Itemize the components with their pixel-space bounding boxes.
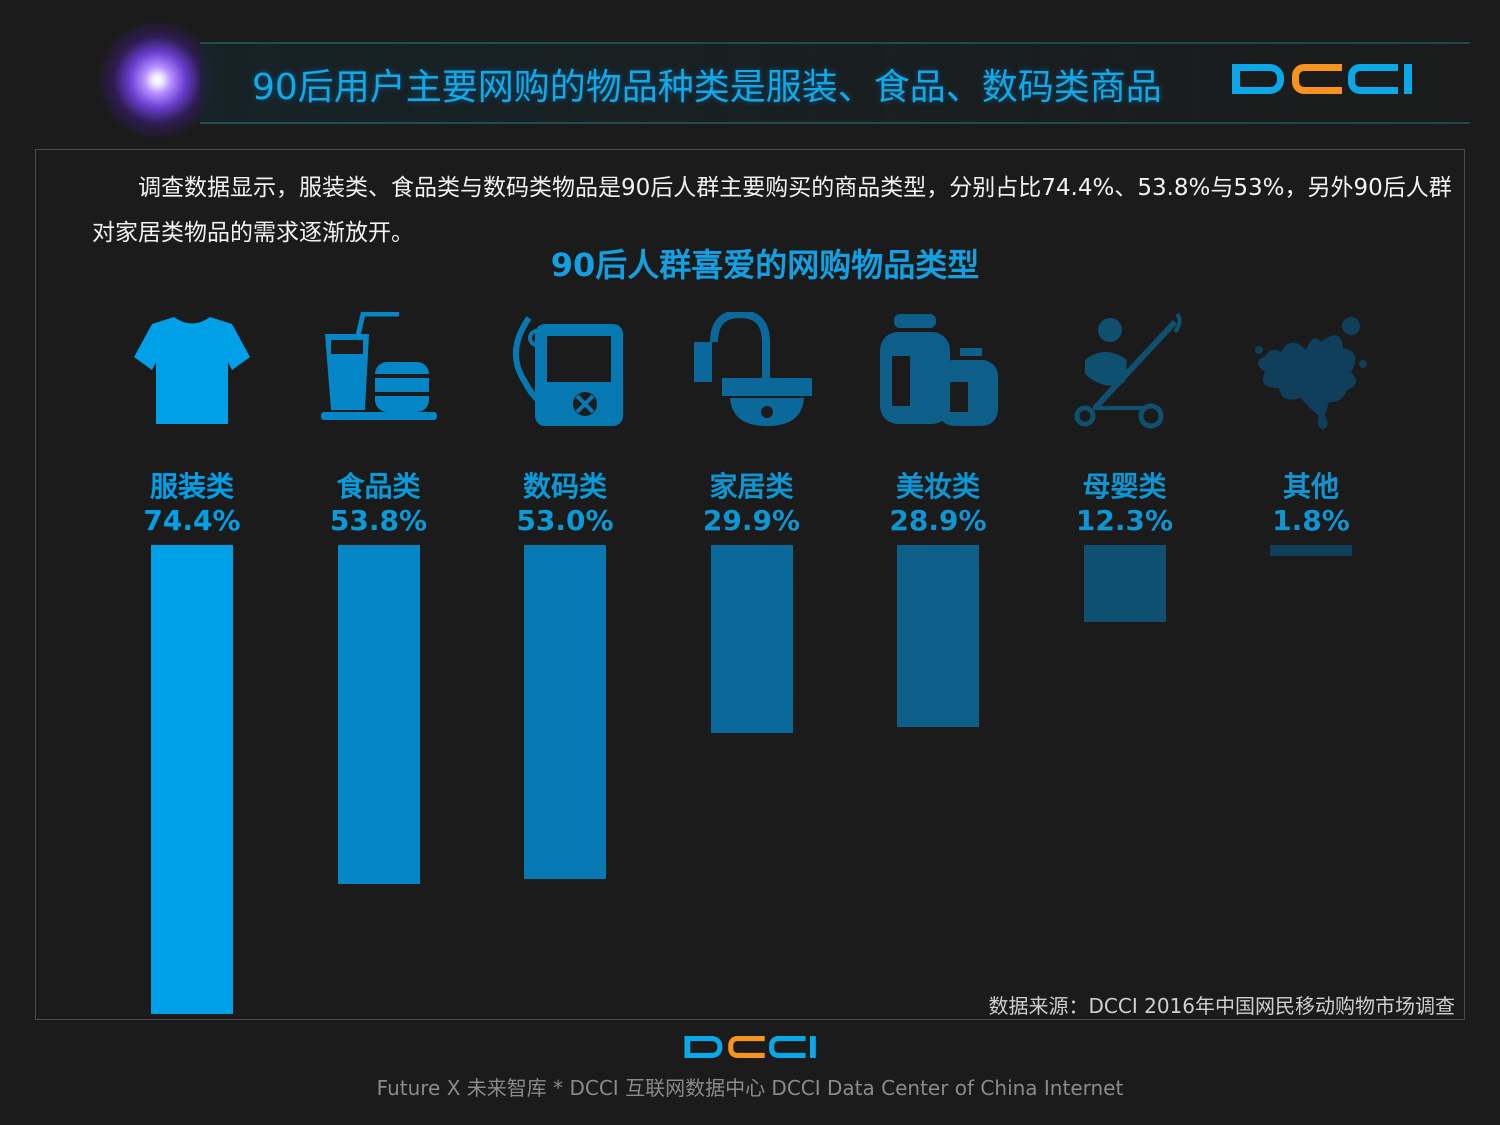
bar-1 bbox=[151, 545, 233, 1014]
camera-icon bbox=[692, 309, 812, 432]
splash-icon bbox=[1251, 312, 1371, 432]
category-label: 服装类 bbox=[149, 470, 234, 503]
value-label: 29.9% bbox=[702, 504, 801, 537]
value-label: 53.0% bbox=[516, 504, 614, 537]
category-label: 食品类 bbox=[336, 470, 421, 503]
header-logo bbox=[1230, 62, 1415, 96]
chart-title: 90后人群喜爱的网购物品类型 bbox=[550, 246, 980, 284]
bar-5 bbox=[897, 545, 979, 728]
category-label: 母婴类 bbox=[1082, 470, 1167, 503]
bar-7 bbox=[1270, 545, 1352, 557]
footer-logo bbox=[683, 1034, 818, 1064]
digital-device-icon bbox=[505, 312, 625, 432]
value-label: 74.4% bbox=[143, 504, 241, 537]
value-label: 1.8% bbox=[1272, 504, 1350, 537]
category-label: 其他 bbox=[1282, 470, 1339, 503]
category-label: 数码类 bbox=[522, 470, 607, 503]
value-label: 53.8% bbox=[329, 504, 428, 537]
description-text: 调查数据显示，服装类、食品类与数码类物品是90后人群主要购买的商品类型，分别占比… bbox=[92, 175, 1452, 246]
bar-6 bbox=[1083, 545, 1166, 623]
drink-burger-icon bbox=[319, 311, 439, 432]
value-label: 28.9% bbox=[889, 504, 987, 537]
category-label: 家居类 bbox=[709, 470, 794, 503]
bar-2 bbox=[337, 545, 420, 884]
bar-4 bbox=[710, 545, 793, 734]
footer-text: Future X 未来智库 * DCCI 互联网数据中心 DCCI Data C… bbox=[376, 1076, 1124, 1100]
stroller-icon bbox=[1065, 312, 1185, 432]
tshirt-icon bbox=[132, 312, 252, 432]
title-band bbox=[200, 42, 1470, 124]
data-source: 数据来源：DCCI 2016年中国网民移动购物市场调查 bbox=[988, 994, 1455, 1018]
cosmetics-icon bbox=[878, 312, 998, 432]
category-label: 美妆类 bbox=[895, 470, 980, 503]
content-frame bbox=[35, 149, 1465, 1020]
bar-3 bbox=[524, 545, 606, 879]
value-label: 12.3% bbox=[1075, 504, 1174, 537]
page-title: 90后用户主要网购的物品种类是服装、食品、数码类商品 bbox=[252, 67, 1162, 108]
starburst-decoration bbox=[95, 20, 220, 140]
